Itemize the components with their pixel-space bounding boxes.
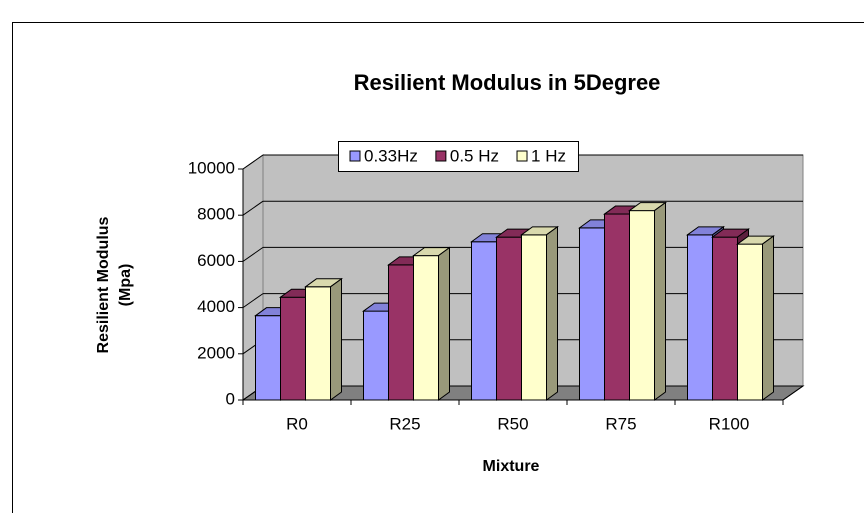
bar-side: [330, 277, 342, 401]
grid-line: [242, 293, 264, 309]
grid-line: [242, 154, 264, 170]
y-tick-label: 2000: [197, 343, 235, 362]
legend-swatch: [349, 150, 361, 162]
x-axis-title: Mixture: [483, 458, 540, 475]
legend-label: 0.5 Hz: [450, 146, 499, 165]
y-tick-label: 0: [226, 389, 235, 408]
x-tick-label: R100: [709, 414, 750, 433]
bar: [305, 286, 331, 401]
bar: [687, 234, 713, 401]
bar: [737, 243, 763, 401]
bar: [388, 264, 414, 401]
bar-side: [654, 201, 666, 401]
bar: [280, 296, 306, 401]
y-tick-label: 4000: [197, 297, 235, 316]
x-tick-label: R25: [389, 414, 420, 433]
bar: [413, 255, 439, 401]
x-tick-label: R75: [605, 414, 636, 433]
legend-label: 1 Hz: [531, 146, 566, 165]
grid-line: [242, 246, 264, 262]
bar-side: [546, 225, 558, 401]
bar: [521, 234, 547, 401]
y-tick-label: 10000: [188, 158, 235, 177]
x-tick-label: R50: [497, 414, 528, 433]
bar: [629, 210, 655, 401]
y-axis-title-line: Resilient Modulus: [95, 216, 112, 353]
bar: [604, 213, 630, 401]
bar-side: [762, 235, 774, 401]
floor-edge: [782, 385, 804, 401]
y-axis-title-line: (Mpa): [117, 264, 134, 307]
legend-box: [338, 141, 579, 172]
y-tick-label: 6000: [197, 251, 235, 270]
y-axis-title: Resilient Modulus (Mpa): [95, 216, 134, 353]
y-tick-label: 8000: [197, 205, 235, 224]
bar: [579, 227, 605, 401]
legend-label: 0.33Hz: [364, 146, 418, 165]
bar: [471, 241, 497, 401]
chart-title: Resilient Modulus in 5Degree: [354, 70, 661, 95]
legend-swatch: [516, 150, 528, 162]
bar-side: [438, 246, 450, 401]
bar: [712, 236, 738, 401]
bar: [496, 236, 522, 401]
legend-swatch: [435, 150, 447, 162]
bar: [255, 315, 281, 401]
x-tick-label: R0: [286, 414, 308, 433]
bar: [363, 310, 389, 401]
grid-line: [242, 200, 264, 216]
legend: 0.33Hz 0.5 Hz 1 Hz: [338, 141, 579, 172]
